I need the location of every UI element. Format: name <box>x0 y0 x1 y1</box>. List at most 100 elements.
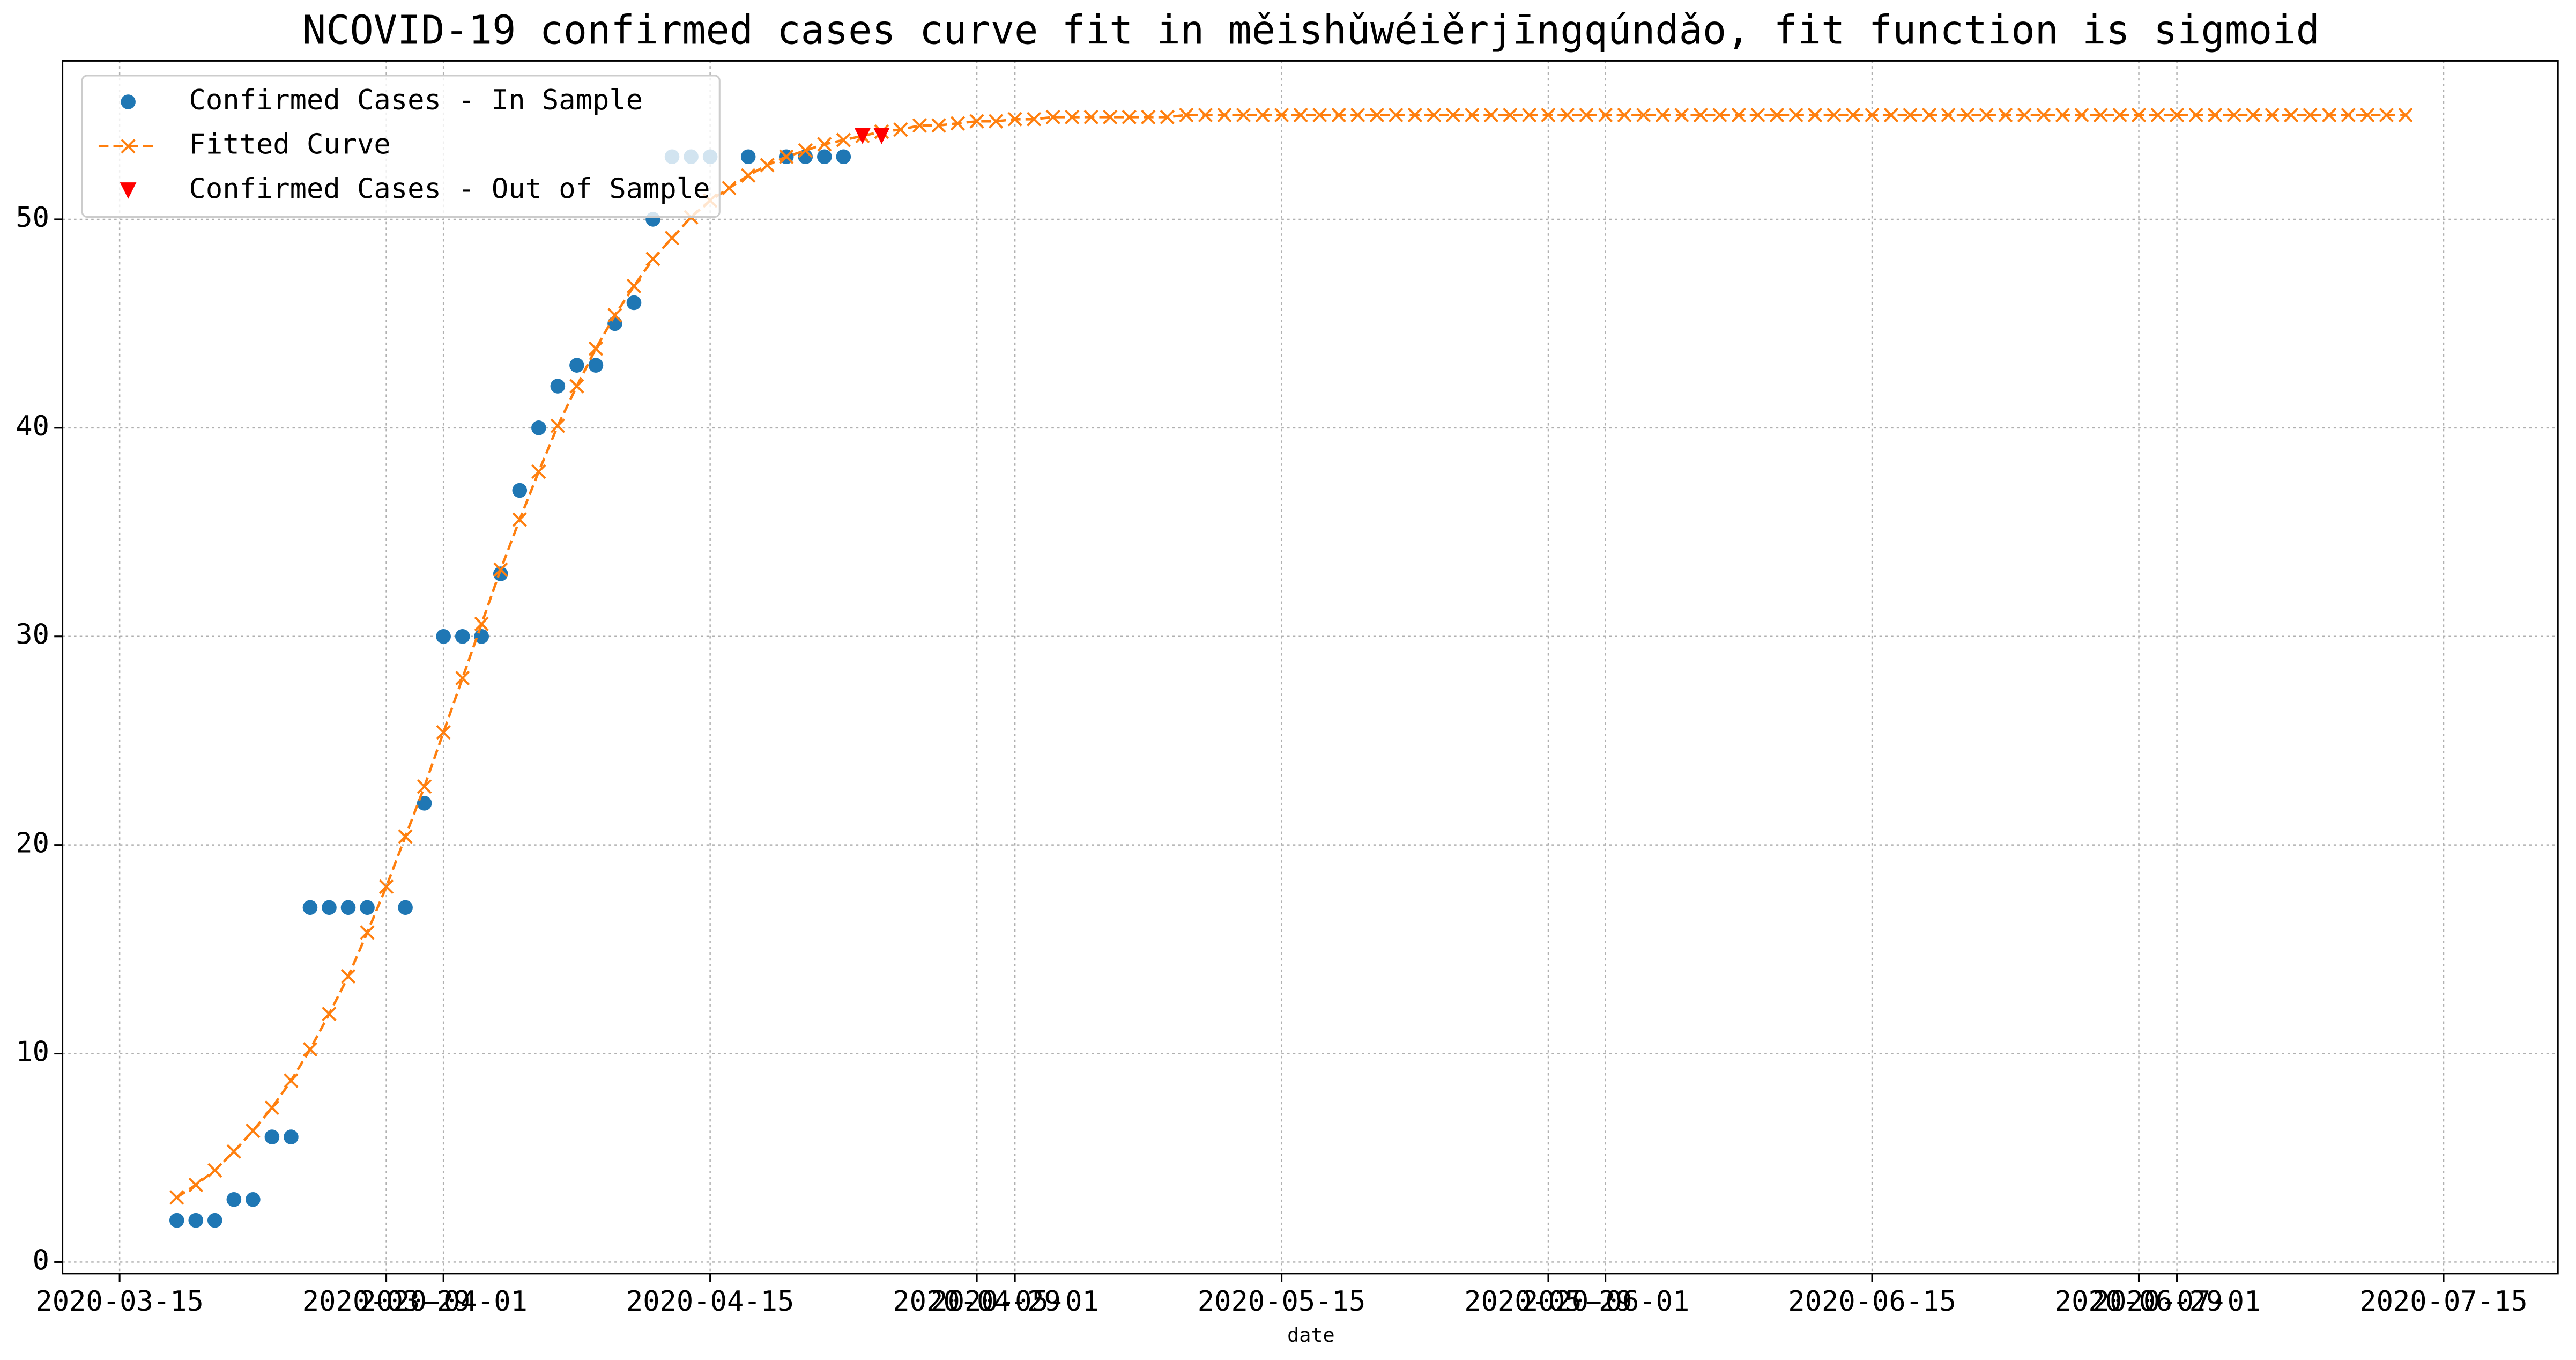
data-point <box>531 420 546 435</box>
data-point <box>264 1129 280 1144</box>
data-point <box>360 925 375 940</box>
data-point <box>1865 107 1880 123</box>
data-point <box>1217 107 1232 123</box>
data-point <box>322 1006 337 1022</box>
data-point <box>2055 107 2070 123</box>
data-point <box>1236 107 1251 123</box>
data-point <box>1103 109 1118 125</box>
data-point <box>246 1123 261 1139</box>
data-point <box>550 379 566 394</box>
data-point <box>1960 107 1975 123</box>
y-tick-label: 0 <box>33 1244 49 1276</box>
data-point <box>607 308 622 323</box>
data-point <box>1903 107 1918 123</box>
data-point <box>2226 107 2241 123</box>
y-tick-label: 50 <box>16 202 49 234</box>
data-point <box>722 180 737 196</box>
data-point <box>626 295 642 311</box>
data-point <box>1274 107 1289 123</box>
data-point <box>2188 107 2203 123</box>
data-point <box>1465 107 1480 123</box>
legend-marker <box>121 94 136 109</box>
data-point <box>302 900 318 915</box>
data-point <box>2169 107 2185 123</box>
data-point <box>1579 107 1594 123</box>
legend-label: Confirmed Cases - In Sample <box>189 84 643 116</box>
data-point <box>588 358 604 373</box>
data-point <box>340 969 356 984</box>
data-point <box>512 483 528 498</box>
data-point <box>798 143 813 158</box>
y-tick-label: 20 <box>16 827 49 860</box>
data-point <box>2112 107 2127 123</box>
data-point <box>1503 107 1518 123</box>
data-point <box>2017 107 2032 123</box>
data-point <box>1483 107 1499 123</box>
data-point <box>378 879 394 895</box>
data-point <box>360 900 375 915</box>
data-point <box>1427 107 1442 123</box>
data-point <box>1369 107 1384 123</box>
data-point <box>207 1163 222 1178</box>
data-point <box>664 231 680 246</box>
data-point <box>436 725 451 740</box>
data-point <box>1636 107 1651 123</box>
data-point <box>779 149 794 164</box>
data-point <box>740 149 756 165</box>
data-point <box>1350 107 1365 123</box>
x-tick-label: 2020-06-01 <box>1521 1285 1690 1318</box>
data-point <box>569 379 584 394</box>
data-point <box>1179 107 1194 123</box>
data-point <box>284 1129 299 1144</box>
data-point <box>1655 107 1670 123</box>
data-point <box>302 1042 318 1057</box>
data-point <box>950 116 966 131</box>
x-tick-label: 2020-07-15 <box>2359 1285 2528 1318</box>
data-point <box>550 418 566 433</box>
data-point <box>760 158 775 173</box>
data-point <box>1255 107 1270 123</box>
data-point <box>893 122 908 137</box>
data-point <box>493 562 508 577</box>
data-point <box>417 779 432 794</box>
data-point <box>1807 107 1823 123</box>
data-point <box>1541 107 1556 123</box>
data-point <box>1827 107 1842 123</box>
legend-box <box>81 75 721 218</box>
legend: Confirmed Cases - In Sample Fitted Curve C… <box>81 75 721 218</box>
data-point <box>2093 107 2109 123</box>
data-point <box>169 1190 184 1205</box>
data-point <box>588 341 604 356</box>
data-point <box>1445 107 1461 123</box>
data-point <box>1674 107 1689 123</box>
data-point <box>1883 107 1899 123</box>
data-point <box>1769 107 1785 123</box>
data-point <box>264 1100 280 1115</box>
data-point <box>836 132 851 147</box>
data-point <box>817 137 832 152</box>
data-point <box>436 629 451 644</box>
data-point <box>2246 107 2261 123</box>
data-point <box>246 1192 261 1207</box>
data-point <box>969 114 984 129</box>
x-tick-label: 2020-03-15 <box>35 1285 204 1318</box>
data-point <box>912 118 927 133</box>
x-tick-label: 2020-07-01 <box>2093 1285 2261 1318</box>
data-point <box>493 566 508 581</box>
data-point <box>1312 107 1327 123</box>
x-tick-label: 2020-05-15 <box>1198 1285 1366 1318</box>
data-point <box>2284 107 2299 123</box>
data-point <box>1617 107 1632 123</box>
data-point <box>512 512 527 527</box>
x-tick-label: 2020-04-01 <box>359 1285 528 1318</box>
data-point <box>1083 109 1098 125</box>
data-point <box>2379 107 2394 123</box>
data-point <box>1788 107 1803 123</box>
data-point <box>169 1213 184 1228</box>
data-point <box>1160 109 1175 125</box>
data-point <box>1007 112 1022 127</box>
data-point <box>1750 107 1765 123</box>
data-point <box>284 1073 299 1088</box>
